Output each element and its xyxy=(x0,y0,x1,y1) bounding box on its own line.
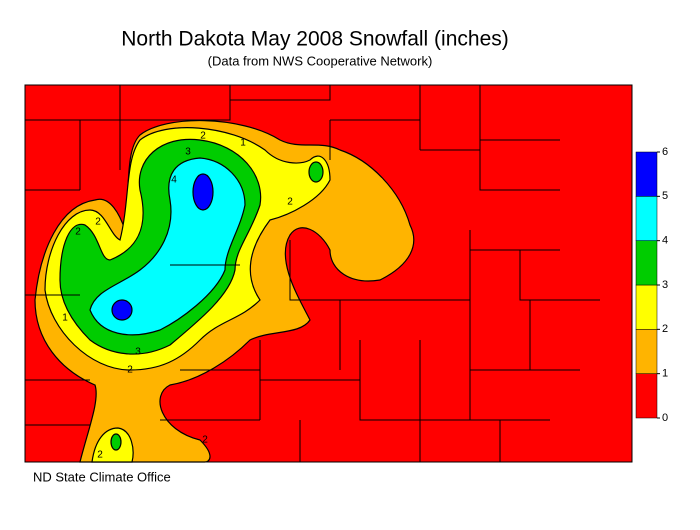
legend-label: 4 xyxy=(662,235,668,247)
band-3-4 xyxy=(110,433,122,451)
legend-label: 1 xyxy=(662,368,668,380)
contour-label: 2 xyxy=(95,217,101,228)
map-subtitle: (Data from NWS Cooperative Network) xyxy=(208,53,433,68)
legend-swatch xyxy=(635,151,658,197)
contour-label: 2 xyxy=(97,450,103,461)
contour-label: 2 xyxy=(127,365,133,376)
contour-label: 3 xyxy=(185,147,191,158)
legend-label: 3 xyxy=(662,279,668,291)
map-title: North Dakota May 2008 Snowfall (inches) xyxy=(121,28,509,51)
contour-label: 1 xyxy=(240,138,246,149)
band-5-6 xyxy=(111,299,133,321)
legend-swatch xyxy=(635,240,658,286)
contour-label: 2 xyxy=(200,131,206,142)
legend: 0 1 2 3 4 5 6 xyxy=(635,146,668,424)
legend-label: 5 xyxy=(662,190,668,202)
contour-label: 2 xyxy=(202,435,208,446)
legend-label: 2 xyxy=(662,323,668,335)
band-5-6 xyxy=(192,173,214,211)
legend-swatch xyxy=(635,196,658,241)
band-3-4 xyxy=(308,161,324,183)
legend-label: 6 xyxy=(662,146,668,158)
contour-label: 2 xyxy=(75,227,81,238)
legend-label: 0 xyxy=(662,412,668,424)
legend-swatch xyxy=(635,284,658,330)
legend-swatch xyxy=(635,373,658,419)
legend-swatch xyxy=(635,329,658,374)
county-lines xyxy=(24,84,633,463)
contour-label: 4 xyxy=(171,175,177,186)
contour-label: 3 xyxy=(135,347,141,358)
credit: ND State Climate Office xyxy=(33,469,171,484)
contour-label: 1 xyxy=(62,313,68,324)
contour-label: 2 xyxy=(287,197,293,208)
